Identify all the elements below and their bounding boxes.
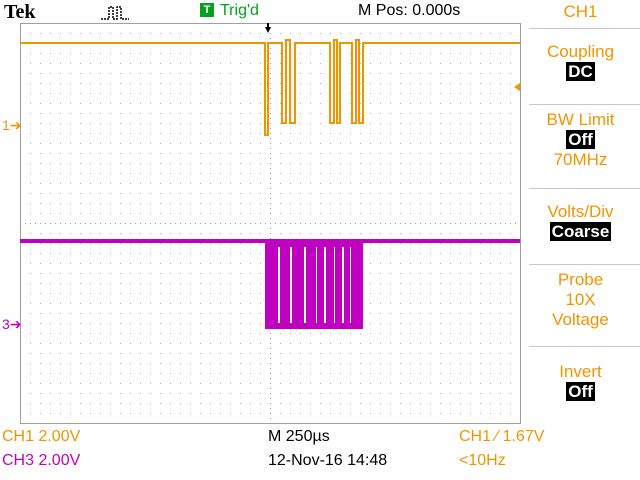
- arrow-right-icon: ➔: [9, 117, 22, 133]
- probe-button[interactable]: Probe 10X Voltage: [521, 270, 640, 330]
- bw-limit-value: Off: [566, 130, 595, 149]
- timebase: M 250µs: [268, 428, 330, 445]
- bw-limit-button[interactable]: BW Limit Off 70MHz: [521, 110, 640, 170]
- volts-div-label: Volts/Div: [547, 202, 614, 221]
- menu-divider: [529, 346, 640, 347]
- trigger-status: T Trig'd: [200, 2, 259, 20]
- trigger-position-icon: [265, 27, 271, 33]
- ch3-burst-gaps: [278, 247, 351, 323]
- top-status-bar: Tek T Trig'd M Pos: 0.000s: [0, 0, 520, 25]
- pulse-icon: [100, 4, 130, 25]
- invert-label: Invert: [559, 362, 602, 381]
- trigger-frequency: <10Hz: [459, 452, 506, 469]
- ch3-ground-marker[interactable]: 3➔: [2, 316, 22, 333]
- menu-divider: [529, 188, 640, 189]
- waveform-display[interactable]: [20, 23, 521, 424]
- arrow-right-icon: ➔: [9, 316, 22, 332]
- coupling-button[interactable]: Coupling DC: [521, 42, 640, 82]
- bw-limit-freq: 70MHz: [553, 150, 608, 169]
- invert-value: Off: [566, 382, 595, 401]
- volts-div-button[interactable]: Volts/Div Coarse: [521, 202, 640, 242]
- ch3-marker-label: 3: [2, 316, 10, 332]
- ch1-ground-marker[interactable]: 1➔: [2, 117, 22, 134]
- graticule: [20, 23, 521, 424]
- horizontal-position: M Pos: 0.000s: [358, 2, 461, 19]
- ch1-marker-label: 1: [2, 117, 10, 133]
- ch3-trace: [20, 239, 520, 329]
- side-menu: CH1 Coupling DC BW Limit Off 70MHz Volts…: [521, 0, 640, 430]
- coupling-label: Coupling: [546, 42, 615, 61]
- ch1-trace: [20, 39, 520, 136]
- ch3-scale: CH3 2.00V: [2, 452, 81, 469]
- menu-divider: [529, 104, 640, 105]
- menu-divider: [529, 28, 640, 29]
- probe-label: Probe: [557, 270, 604, 289]
- volts-div-value: Coarse: [549, 222, 612, 241]
- date-time: 12-Nov-16 14:48: [268, 452, 388, 469]
- trigger-badge-icon: T: [200, 3, 214, 17]
- menu-divider: [529, 264, 640, 265]
- probe-type: Voltage: [552, 310, 609, 329]
- ch1-scale: CH1 2.00V: [2, 428, 81, 445]
- probe-attenuation: 10X: [565, 290, 596, 309]
- brand-logo: Tek: [4, 1, 36, 23]
- trigger-status-text: Trig'd: [220, 2, 259, 19]
- coupling-value: DC: [566, 62, 595, 81]
- menu-title: CH1: [563, 2, 598, 21]
- invert-button[interactable]: Invert Off: [521, 362, 640, 402]
- trigger-setting: CH1 ∕ 1.67V: [459, 428, 545, 445]
- bw-limit-label: BW Limit: [546, 110, 615, 129]
- trigger-level-icon: [514, 83, 520, 91]
